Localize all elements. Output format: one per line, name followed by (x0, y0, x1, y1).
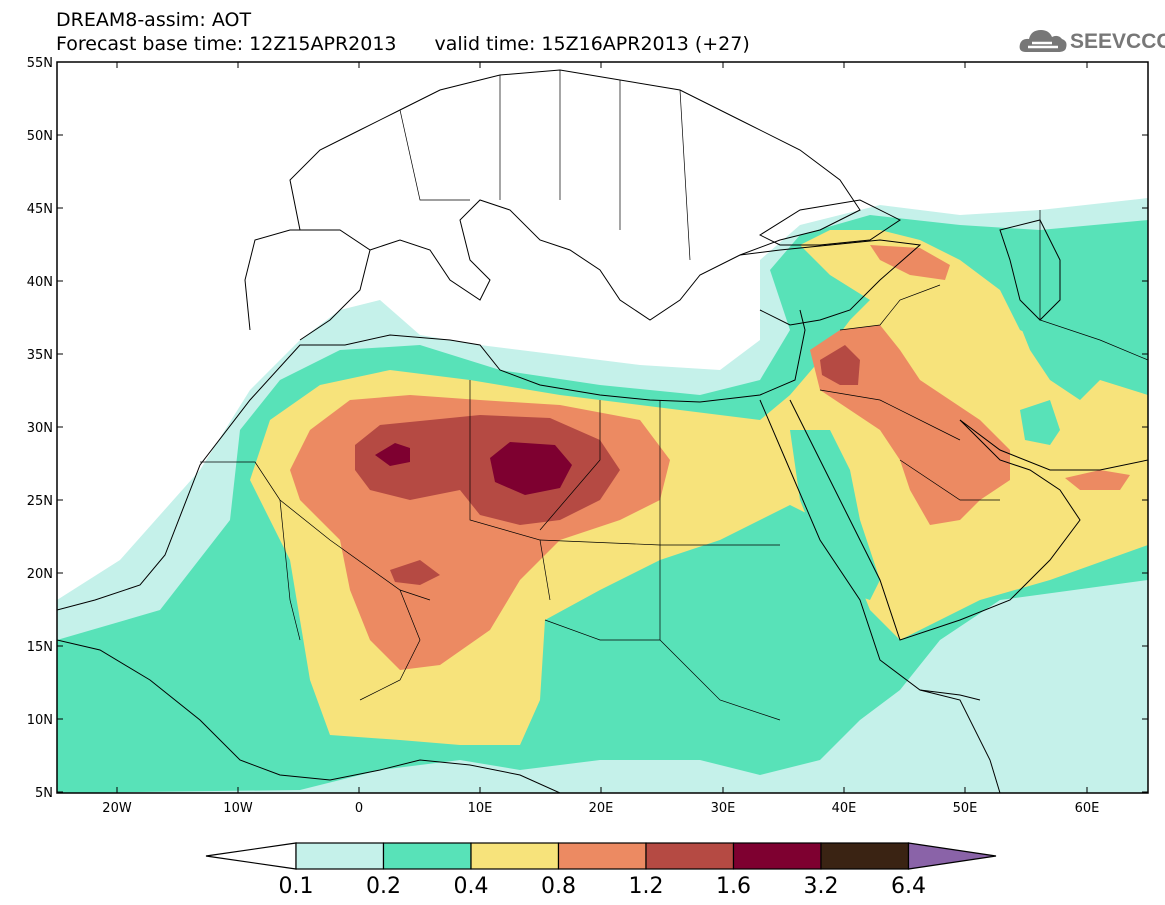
lat-label: 35N (27, 348, 53, 363)
border-line (839, 284, 941, 331)
lon-label: 10W (223, 801, 253, 816)
lat-label: 55N (27, 56, 53, 71)
lon-label: 10E (468, 801, 493, 816)
border-line (539, 539, 780, 546)
coastlines (57, 69, 1148, 793)
lat-label: 20N (27, 567, 53, 582)
border-line (899, 459, 1000, 501)
coast-black-sea (758, 199, 901, 246)
border-line (1039, 210, 1148, 361)
colorbar-swatch (820, 842, 910, 870)
coast-arabia (789, 399, 1081, 641)
lon-label: 20W (102, 801, 132, 816)
border-line (539, 400, 601, 531)
lat-label: 25N (27, 494, 53, 509)
lat-label: 30N (27, 421, 53, 436)
axis-ticks (57, 61, 1148, 793)
lat-label: 15N (27, 640, 53, 655)
coast-anatolia (739, 239, 922, 326)
colorbar-swatches (205, 842, 997, 870)
lon-label: 30E (711, 801, 736, 816)
lat-ticks (57, 61, 1148, 793)
border-line (200, 461, 431, 601)
coast-caspian (999, 219, 1061, 321)
aot-band-0.8-mesopotamia (810, 325, 1010, 525)
coast-north-africa (57, 309, 806, 611)
country-borders (200, 70, 1148, 721)
lon-label: 50E (953, 801, 978, 816)
coast-horn (919, 689, 981, 701)
colorbar-label: 0.2 (366, 874, 401, 899)
aot-band-0.8-caucasus (870, 245, 950, 280)
seevccc-logo: SEEVCCC (1018, 24, 1165, 58)
border-line (544, 619, 781, 721)
logo-text: SEEVCCC (1070, 30, 1165, 53)
aot-band-0.8-oman (1065, 470, 1130, 490)
aot-band-0.2-gulf (1020, 400, 1060, 445)
colorbar-label: 0.4 (454, 874, 489, 899)
colorbar-label: 1.2 (629, 874, 664, 899)
aot-band-1.6-libya (490, 442, 572, 495)
lat-label: 45N (27, 202, 53, 217)
colorbar-swatch (470, 842, 560, 870)
lat-label: 10N (27, 713, 53, 728)
coast-west-africa (57, 639, 561, 793)
lon-labels: 20W 10W 0 10E 20E 30E 40E 50E 60E (102, 801, 1099, 816)
lat-label: 50N (27, 129, 53, 144)
valid-time-label: valid time: 15Z16APR2013 (+27) (434, 33, 750, 55)
map-title: DREAM8-assim: AOT (56, 9, 252, 31)
colorbar-over-arrow (907, 842, 997, 870)
aot-band-0.2-persia (1010, 300, 1100, 400)
coast-persia (959, 419, 1148, 471)
lon-ticks (116, 62, 1088, 793)
lon-label: 40E (832, 801, 857, 816)
border-line (399, 75, 501, 201)
colorbar-label: 6.4 (891, 874, 926, 899)
colorbar-swatch (732, 842, 822, 870)
colorbar-swatch (382, 842, 472, 870)
border-line (559, 70, 691, 261)
border-line (359, 589, 421, 701)
lon-label: 20E (589, 801, 614, 816)
lon-label: 0 (355, 801, 363, 816)
aot-band-1.2 (355, 415, 620, 525)
coast-red-sea-africa (759, 399, 1001, 793)
coast-europe (289, 69, 861, 321)
lon-label: 60E (1075, 801, 1100, 816)
colorbar-labels: 0.1 0.2 0.4 0.8 1.2 1.6 3.2 6.4 (279, 874, 927, 899)
lat-label: 5N (35, 786, 53, 801)
colorbar-swatch (645, 842, 735, 870)
border-line (819, 389, 961, 441)
border-line (469, 380, 551, 601)
aot-band-1.2-chad (390, 560, 440, 585)
aot-band-1.2-syria (820, 345, 860, 385)
border-line (279, 499, 301, 641)
colorbar-under-arrow (205, 842, 297, 870)
lat-label: 40N (27, 275, 53, 290)
coast-iberia (244, 229, 371, 341)
colorbar-label: 3.2 (804, 874, 839, 899)
base-time-label: Forecast base time: 12Z15APR2013 (56, 33, 397, 55)
aot-band-0.2-red-sea (790, 430, 880, 600)
map-subtitle: Forecast base time: 12Z15APR2013 valid ti… (56, 33, 750, 55)
aot-band-1.6-algeria (375, 443, 410, 466)
colorbar-swatch (557, 842, 647, 870)
colorbar-label: 1.6 (716, 874, 751, 899)
colorbar-swatch (295, 842, 385, 870)
cloud-icon (1019, 30, 1067, 52)
lat-labels: 55N 50N 45N 40N 35N 30N 25N 20N 15N 10N … (27, 56, 53, 801)
colorbar-label: 0.1 (279, 874, 314, 899)
colorbar-label: 0.8 (541, 874, 576, 899)
